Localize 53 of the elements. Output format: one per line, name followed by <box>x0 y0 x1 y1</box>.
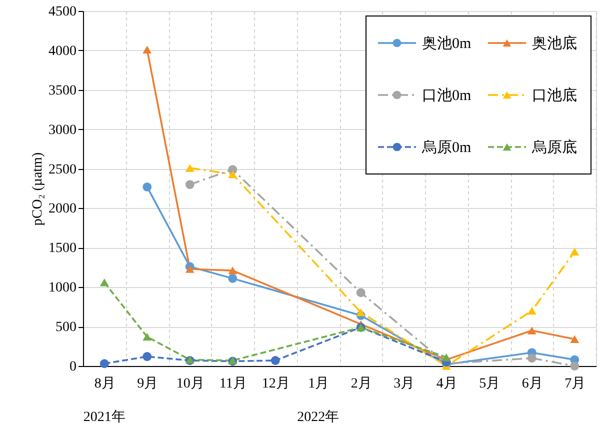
point <box>228 266 238 274</box>
point <box>570 362 580 370</box>
point <box>185 265 194 273</box>
point <box>228 170 238 178</box>
point <box>356 308 366 316</box>
x-tick-label: 7月 <box>564 376 586 392</box>
y-tick-label: 4500 <box>48 4 76 20</box>
text: 2022年 <box>297 409 340 425</box>
legend-label: 奥池底 <box>532 35 577 52</box>
point <box>527 306 536 315</box>
point <box>228 274 238 283</box>
y-tick-label: 0 <box>70 360 76 374</box>
y-tick-label: 2000 <box>48 202 76 217</box>
y-axis-title: pCO₂ (µatm) <box>30 152 46 226</box>
legend-label: 口池底 <box>532 87 577 104</box>
legend-label: 烏原0m <box>421 139 472 156</box>
point <box>527 326 536 334</box>
point <box>570 248 580 256</box>
point <box>185 164 194 172</box>
point <box>356 288 366 298</box>
y-tick-label: 3500 <box>48 83 76 98</box>
y-tick-label: 1000 <box>48 280 76 296</box>
x-tick-label: 1月 <box>308 376 330 392</box>
point <box>100 278 109 286</box>
x-tick-label: 9月 <box>137 376 158 392</box>
x-tick-label: 5月 <box>479 376 500 392</box>
point <box>570 335 580 344</box>
x-tick-label: 8月 <box>94 376 116 392</box>
y-tick-label: 500 <box>56 320 76 336</box>
x-tick-label: 2月 <box>350 376 372 392</box>
point <box>142 332 152 341</box>
x-tick-label: 11月 <box>219 376 247 392</box>
legend-label: 奥池0m <box>422 35 472 52</box>
legend-label: 烏原底 <box>531 139 577 156</box>
legend-label: 口池0m <box>422 87 472 104</box>
x-tick-label: 10月 <box>176 376 204 392</box>
x-tick-label: 6月 <box>522 376 543 392</box>
point <box>185 180 194 190</box>
y-tick-label: 1500 <box>48 241 76 256</box>
point <box>100 359 109 368</box>
point <box>142 352 152 361</box>
x-tick-label: 12月 <box>262 376 290 392</box>
y-tick-label: 3000 <box>48 122 76 138</box>
point <box>442 353 451 362</box>
x-tick-label: 3月 <box>394 376 415 392</box>
x-tick-label: 4月 <box>436 376 458 392</box>
text: 2021年 <box>83 409 126 425</box>
point <box>142 46 152 54</box>
y-tick-label: 2500 <box>48 162 76 178</box>
point <box>527 354 536 363</box>
y-tick-label: 4000 <box>48 44 76 59</box>
point <box>142 182 152 192</box>
point <box>270 356 280 365</box>
